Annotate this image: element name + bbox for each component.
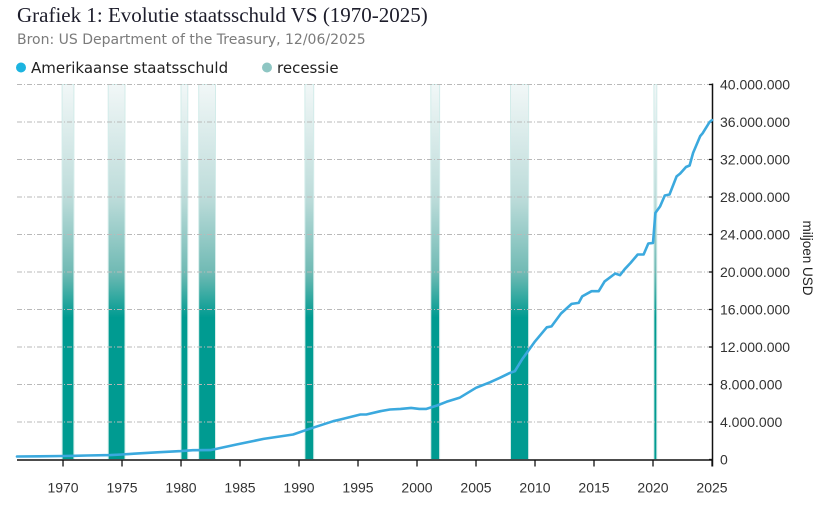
x-tick-label: 2010	[519, 480, 550, 496]
gridlines	[17, 84, 712, 423]
y-tick-label: 0	[720, 452, 728, 468]
legend-item-recession[interactable]: recessie	[262, 59, 339, 77]
legend: Amerikaanse staatsschuld recessie	[16, 59, 339, 77]
x-tick-label: 2020	[637, 480, 668, 496]
legend-dot-debt	[16, 62, 26, 73]
chart-title: Grafiek 1: Evolutie staatsschuld VS (197…	[17, 3, 428, 27]
legend-item-debt[interactable]: Amerikaanse staatsschuld	[16, 59, 228, 77]
x-tick-label: 2015	[578, 480, 609, 496]
y-tick-label: 4.000.000	[720, 414, 782, 430]
y-tick-label: 12.000.000	[720, 339, 790, 355]
x-tick-label: 1995	[342, 480, 373, 496]
debt-series	[15, 118, 714, 458]
debt-line	[15, 118, 714, 458]
x-tick-label: 1975	[106, 480, 137, 496]
y-tick-label: 28.000.000	[720, 189, 790, 205]
x-tick-label: 2000	[401, 480, 432, 496]
y-tick-label: 20.000.000	[720, 264, 790, 280]
y-tick-label: 16.000.000	[720, 302, 790, 318]
x-tick-label: 2025	[696, 480, 727, 496]
y-tick-label: 8.000.000	[720, 377, 782, 393]
y-tick-label: 32.000.000	[720, 152, 790, 168]
legend-label-recession: recessie	[277, 59, 339, 77]
x-tick-label: 1985	[224, 480, 255, 496]
chart-subtitle: Bron: US Department of the Treasury, 12/…	[17, 32, 366, 48]
y-tick-label: 24.000.000	[720, 227, 790, 243]
x-tick-label: 1970	[47, 480, 78, 496]
x-tick-label: 1980	[165, 480, 196, 496]
legend-dot-recession	[262, 62, 272, 73]
y-tick-label: 40.000.000	[720, 77, 790, 93]
x-tick-label: 1990	[283, 480, 314, 496]
y-tick-label: 36.000.000	[720, 114, 790, 130]
x-tick-label: 2005	[460, 480, 491, 496]
axes: 1970 1975 1980 1985 1990 1995 2000 2005 2010 2015…	[17, 77, 790, 496]
y-axis-title: miljoen USD	[800, 220, 815, 295]
legend-label-debt: Amerikaanse staatsschuld	[31, 59, 228, 77]
